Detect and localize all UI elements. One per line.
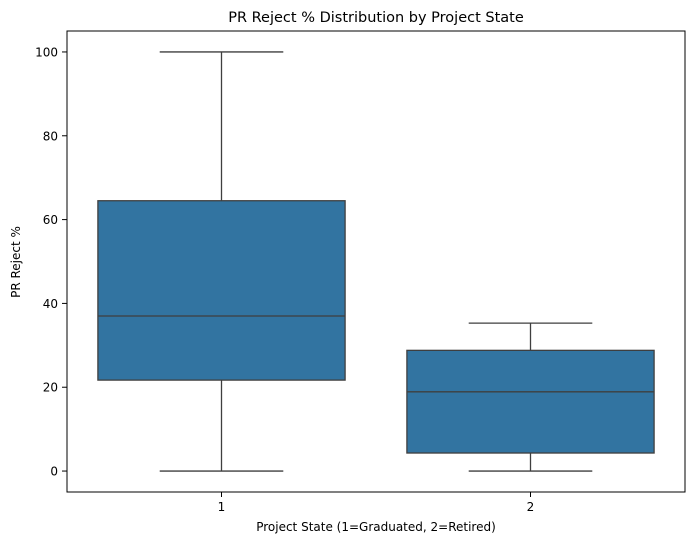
axes-frame: [66, 30, 686, 493]
x-tick-label: 1: [218, 500, 226, 514]
y-tick-label: 0: [50, 465, 58, 479]
y-tick-label: 40: [43, 297, 58, 311]
box-1-iqr-box: [97, 200, 346, 381]
y-tick-label: 20: [43, 381, 58, 395]
y-tick-label: 60: [43, 213, 58, 227]
y-axis-label: PR Reject %: [9, 226, 23, 298]
chart-title: PR Reject % Distribution by Project Stat…: [228, 10, 524, 26]
x-tick-label: 2: [527, 500, 535, 514]
plot-area: 0 20 40 60 80 100 1 2: [35, 30, 686, 514]
x-axis-label: Project State (1=Graduated, 2=Retired): [256, 520, 496, 534]
box-2-iqr-box: [406, 349, 655, 454]
y-tick-label: 80: [43, 129, 58, 143]
y-tick-label: 100: [35, 45, 58, 59]
